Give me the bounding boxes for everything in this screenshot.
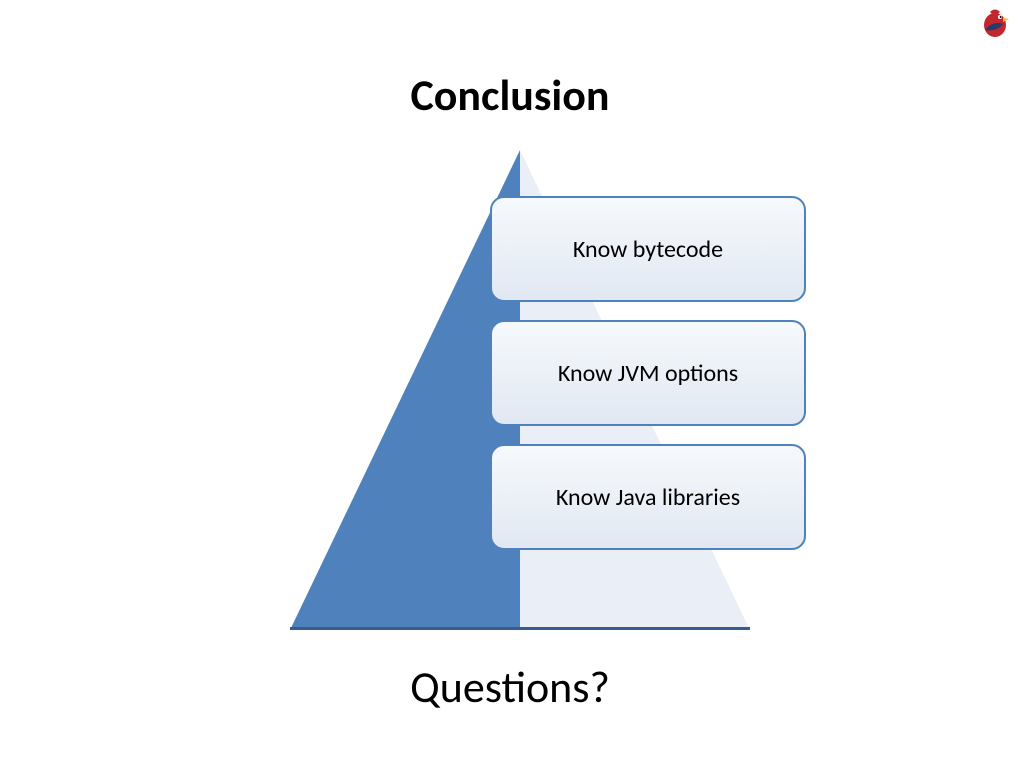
callout-label: Know Java libraries [556, 483, 740, 512]
callout-label: Know JVM options [558, 359, 738, 388]
slide: Conclusion Know bytecodeKnow JVM options… [0, 0, 1020, 765]
callout-item: Know Java libraries [490, 444, 806, 550]
slide-subtitle: Questions? [0, 660, 1020, 714]
callout-item: Know JVM options [490, 320, 806, 426]
callout-label: Know bytecode [573, 235, 723, 264]
callout-item: Know bytecode [490, 196, 806, 302]
callout-stack: Know bytecode Know JVM options Know Java l… [0, 0, 1020, 765]
